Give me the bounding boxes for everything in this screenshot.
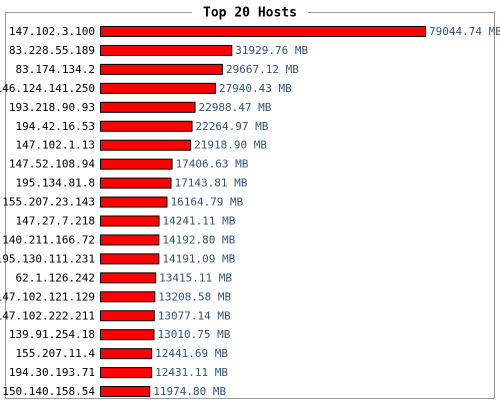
bar xyxy=(100,101,196,113)
value-label: 11974.80 MB xyxy=(153,385,226,398)
bar xyxy=(100,215,160,227)
bar xyxy=(100,367,153,379)
bar xyxy=(100,310,155,322)
value-label: 22988.47 MB xyxy=(199,101,272,114)
bar xyxy=(100,139,192,151)
bar xyxy=(100,386,151,398)
bar xyxy=(100,82,216,94)
bar xyxy=(100,26,426,37)
value-label: 27940.43 MB xyxy=(219,82,292,95)
category-label: 195.134.81.8 xyxy=(16,177,95,190)
value-label: 21918.90 MB xyxy=(194,139,267,152)
category-label: 195.130.111.231 xyxy=(0,252,95,265)
bar xyxy=(100,291,156,303)
value-label: 29667.12 MB xyxy=(226,63,299,76)
bar xyxy=(100,196,168,208)
bar xyxy=(100,158,173,170)
value-label: 16164.79 MB xyxy=(170,196,243,209)
category-label: 62.1.126.242 xyxy=(16,271,95,284)
bar xyxy=(100,63,223,75)
category-label: 83.228.55.189 xyxy=(9,44,95,57)
bar xyxy=(100,272,157,284)
category-label: 194.30.193.71 xyxy=(9,366,95,379)
category-label: 147.102.1.13 xyxy=(16,139,95,152)
category-label: 139.91.254.18 xyxy=(9,328,95,341)
category-label: 155.207.23.143 xyxy=(2,196,95,209)
value-label: 17406.63 MB xyxy=(176,158,249,171)
title-backdrop xyxy=(192,4,308,20)
bar xyxy=(100,348,153,360)
bar xyxy=(100,44,233,56)
category-label: 147.102.222.211 xyxy=(0,309,95,322)
value-label: 13010.75 MB xyxy=(157,328,230,341)
value-label: 79044.74 MB xyxy=(429,25,500,38)
category-label: 140.211.166.72 xyxy=(2,233,95,246)
category-label: 150.140.158.54 xyxy=(2,385,95,398)
category-label: 83.174.134.2 xyxy=(16,63,95,76)
value-label: 13077.14 MB xyxy=(158,309,231,322)
value-label: 31929.76 MB xyxy=(235,44,308,57)
bar xyxy=(100,234,160,246)
value-label: 13415.11 MB xyxy=(159,271,232,284)
bar xyxy=(100,329,155,341)
value-label: 12431.11 MB xyxy=(155,366,228,379)
value-label: 17143.81 MB xyxy=(174,177,247,190)
value-label: 14192.80 MB xyxy=(162,233,235,246)
category-label: 147.102.3.100 xyxy=(9,25,95,38)
category-label: 147.102.121.129 xyxy=(0,290,95,303)
category-label: 147.52.108.94 xyxy=(9,158,95,171)
category-label: 146.124.141.250 xyxy=(0,82,95,95)
category-label: 193.218.90.93 xyxy=(9,101,95,114)
value-label: 14191.09 MB xyxy=(162,252,235,265)
chart-title: Top 20 Hosts xyxy=(203,6,297,21)
bar xyxy=(100,253,160,265)
bar xyxy=(100,177,172,189)
value-label: 13208.58 MB xyxy=(158,290,231,303)
value-label: 14241.11 MB xyxy=(163,215,236,228)
category-label: 194.42.16.53 xyxy=(16,120,95,133)
value-label: 12441.69 MB xyxy=(155,347,228,360)
value-label: 22264.97 MB xyxy=(196,120,269,133)
bar xyxy=(100,120,193,132)
category-label: 147.27.7.218 xyxy=(16,215,95,228)
category-label: 155.207.11.4 xyxy=(16,347,96,360)
